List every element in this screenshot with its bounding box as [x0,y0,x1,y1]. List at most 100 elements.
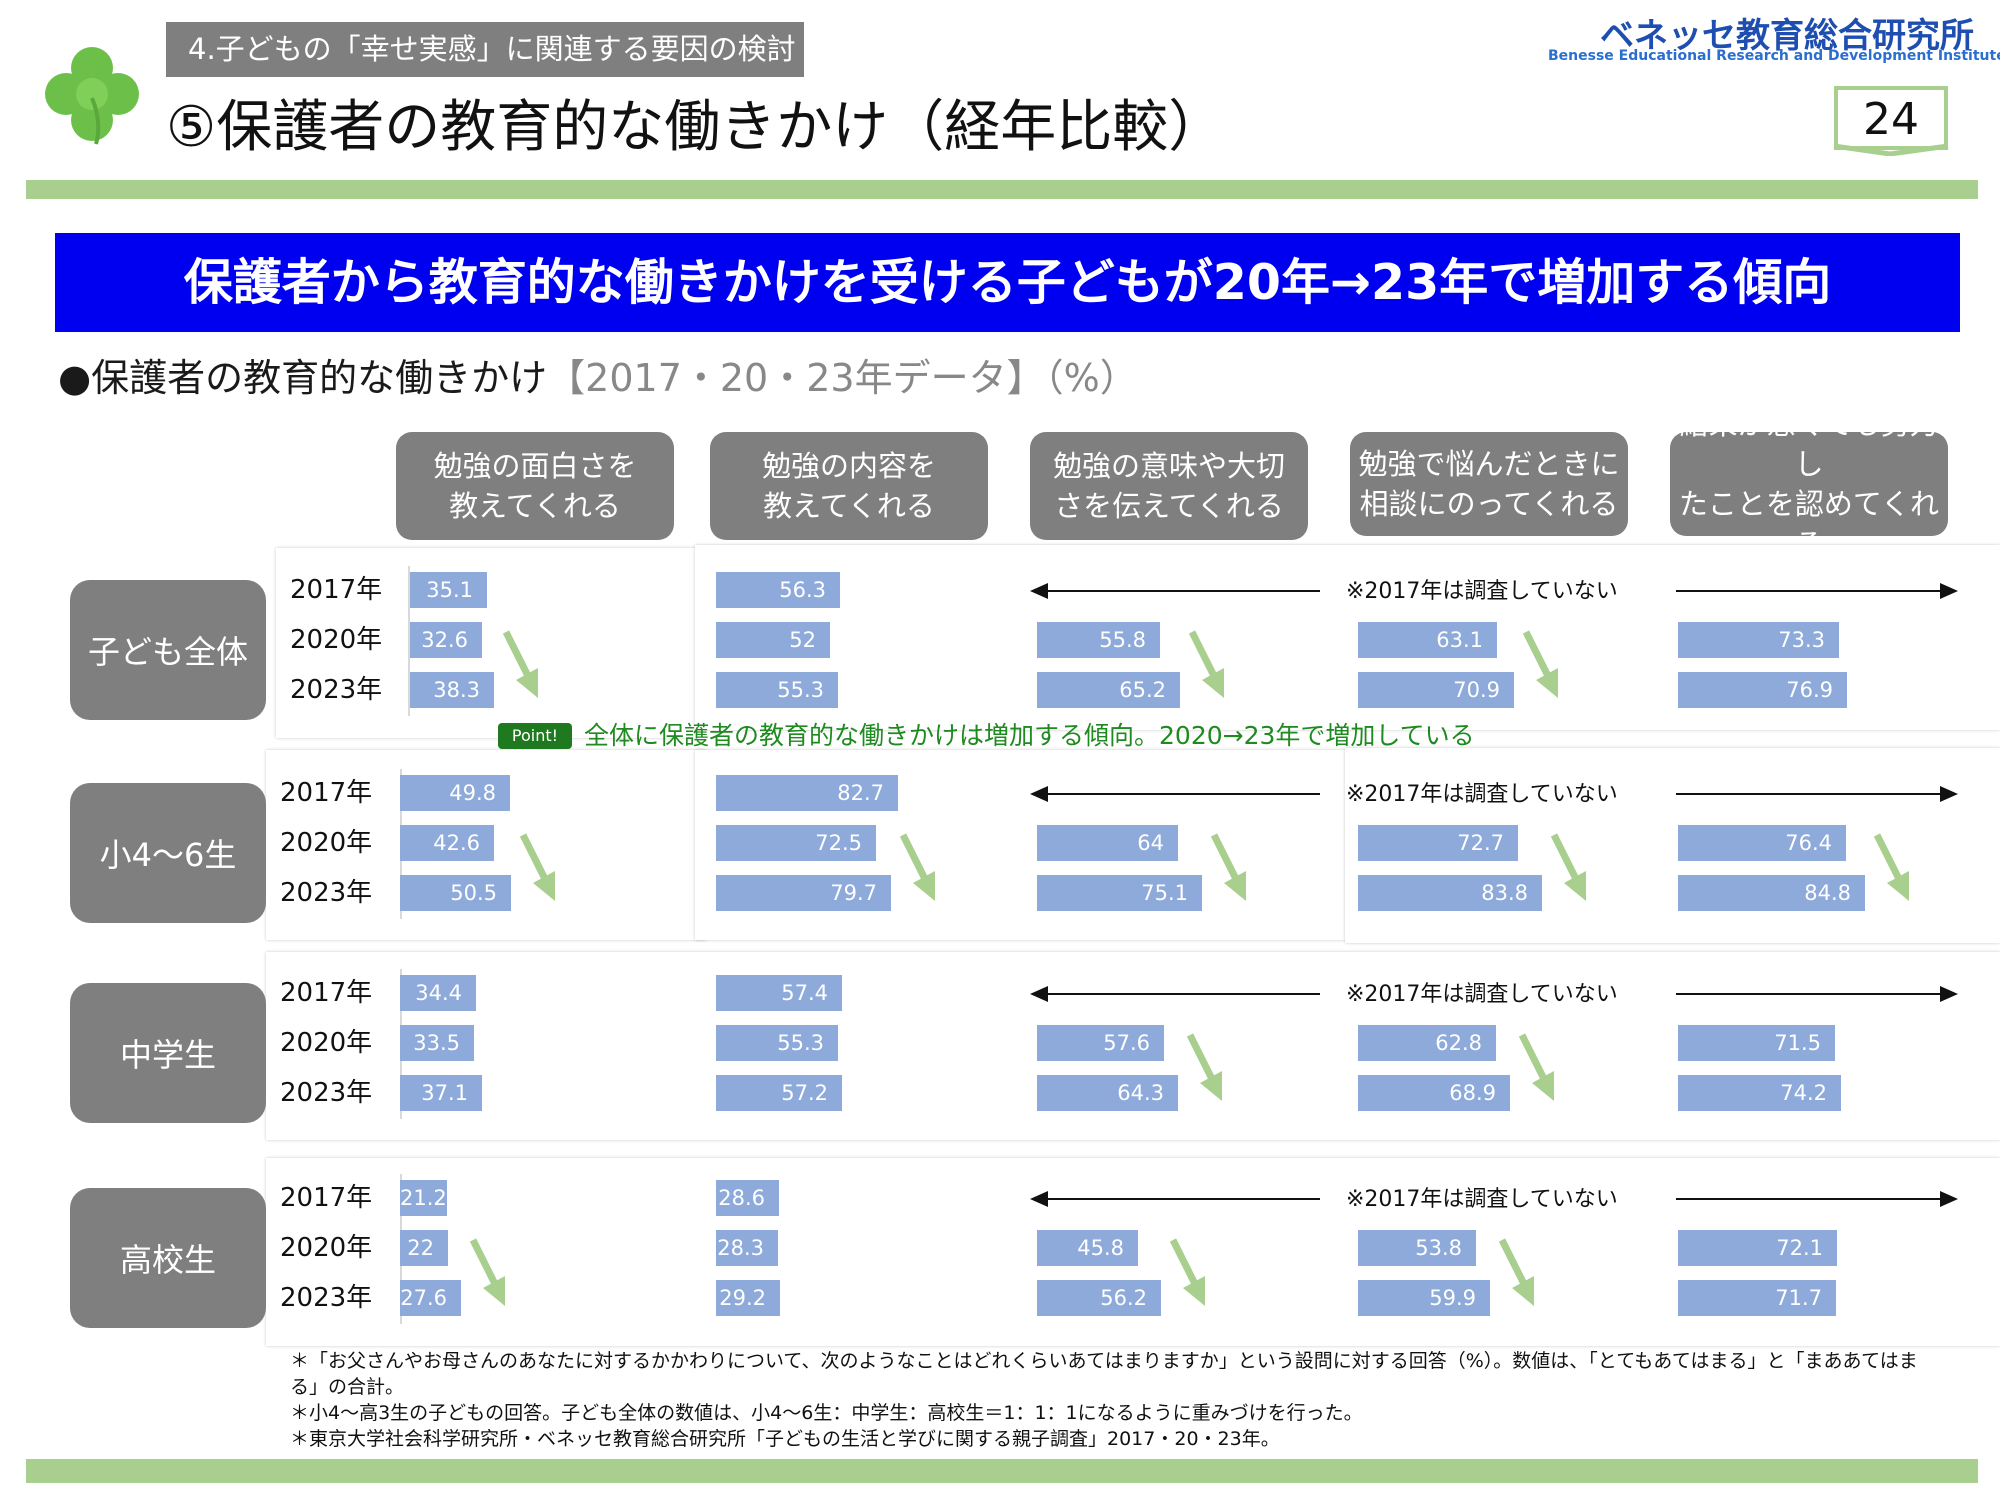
span-arrow-line-right [1676,1198,1950,1200]
year-label: 2020年 [280,1028,373,1058]
bar-value-label: 83.8 [1481,881,1528,905]
year-label: 2017年 [280,1183,373,1213]
bar [716,1280,780,1316]
bar-value-label: 56.2 [1100,1286,1147,1310]
bar-value-label: 28.3 [717,1236,764,1260]
axis-line [408,566,410,716]
trend-arrow-icon [519,833,555,901]
bar [1037,1280,1161,1316]
trend-arrow-icon [1188,630,1224,698]
year-label: 2020年 [290,625,383,655]
bar-value-label: 76.4 [1785,831,1832,855]
bar [400,825,494,861]
bar [716,825,876,861]
bar [400,975,476,1011]
chart-title: ●保護者の教育的な働きかけ【2017・20・23年データ】（%） [58,352,1138,404]
bar-value-label: 57.6 [1103,1031,1150,1055]
bar [1037,622,1160,658]
bar-value-label: 56.3 [779,578,826,602]
column-header-2: 勉強の内容を 教えてくれる [710,432,988,540]
bar [1358,1025,1496,1061]
headline-banner: 保護者から教育的な働きかけを受ける子どもが20年→23年で増加する傾向 [55,233,1960,332]
bar [1678,875,1865,911]
column-header-4: 勉強で悩んだときに 相談にのってくれる [1350,432,1628,536]
bar-value-label: 73.3 [1778,628,1825,652]
footer-divider [26,1459,1978,1483]
bar-value-label: 32.6 [421,628,468,652]
bar [1037,672,1180,708]
bar [1678,672,1847,708]
bar-value-label: 35.1 [426,578,473,602]
bar-value-label: 55.8 [1099,628,1146,652]
book-page-icon [1833,86,1949,156]
footnote-2: ＊小4〜高3生の子どもの回答。子ども全体の数値は、小4〜6生：中学生：高校生＝1… [290,1402,1363,1424]
bar [716,975,842,1011]
year-label: 2020年 [280,1233,373,1263]
bar [410,672,494,708]
span-arrow-line-left [1040,993,1320,995]
header-divider [26,180,1978,199]
clover-logo-icon [45,47,139,145]
bar [400,1075,482,1111]
bar [1678,825,1846,861]
bar [1037,1230,1138,1266]
year-label: 2023年 [280,878,373,908]
bar-value-label: 75.1 [1141,881,1188,905]
group-label: 高校生 [70,1188,266,1328]
bar-value-label: 28.6 [718,1186,765,1210]
trend-arrow-icon [469,1238,505,1306]
chart-title-sub: 【2017・20・23年データ】（%） [547,356,1138,400]
bar-value-label: 49.8 [449,781,496,805]
arrow-right-icon [1940,1191,1958,1207]
point-badge: Point! [498,723,572,749]
bar [1678,1075,1841,1111]
footnote-3: ＊東京大学社会科学研究所・ベネッセ教育総合研究所「子どもの生活と学びに関する親子… [290,1428,1280,1450]
year-label: 2017年 [280,778,373,808]
column-header-3: 勉強の意味や大切 さを伝えてくれる [1030,432,1308,540]
trend-arrow-icon [1186,1033,1222,1101]
bar [1358,672,1514,708]
arrow-left-icon [1030,1191,1048,1207]
trend-arrow-icon [1550,833,1586,901]
column-header-line: 勉強の意味や大切 [1052,449,1285,483]
bar [1037,1025,1164,1061]
trend-arrow-icon [899,833,935,901]
bar-value-label: 70.9 [1453,678,1500,702]
footnote-1-cont: る」の合計。 [290,1376,405,1398]
bar [410,622,482,658]
brand-logo-en: Benesse Educational Research and Develop… [1548,48,2000,64]
bar-value-label: 84.8 [1804,881,1851,905]
page-title: ⑤保護者の教育的な働きかけ（経年比較） [166,95,1225,160]
bar-value-label: 57.4 [781,981,828,1005]
bar-value-label: 50.5 [450,881,497,905]
bar-value-label: 37.1 [421,1081,468,1105]
trend-arrow-icon [1873,833,1909,901]
bar [1037,875,1202,911]
column-header-line: 結果が悪くても努力し [1679,407,1939,481]
span-arrow-line-right [1676,590,1950,592]
arrow-right-icon [1940,986,1958,1002]
page-number: 24 [1863,94,1919,145]
column-header-line: さを伝えてくれる [1054,489,1284,523]
year-label: 2017年 [290,575,383,605]
bar [1037,1075,1178,1111]
not-surveyed-note: ※2017年は調査していない [1346,579,1618,604]
bar-value-label: 52 [789,628,816,652]
bar-value-label: 33.5 [413,1031,460,1055]
trend-arrow-icon [1522,630,1558,698]
bar [400,875,511,911]
bar-value-label: 72.7 [1457,831,1504,855]
chart-title-main: ●保護者の教育的な働きかけ [58,356,548,400]
breadcrumb: 4.子どもの「幸せ実感」に関連する要因の検討 [166,22,804,77]
arrow-left-icon [1030,583,1048,599]
column-header-line: 勉強で悩んだときに [1358,447,1620,481]
bar-value-label: 74.2 [1780,1081,1827,1105]
bar [716,1075,842,1111]
trend-arrow-icon [1210,833,1246,901]
bar-value-label: 72.5 [815,831,862,855]
bar [716,672,838,708]
column-header-line: 勉強の内容を [761,449,936,483]
group-label: 中学生 [70,983,266,1123]
year-label: 2017年 [280,978,373,1008]
bar [1358,1280,1490,1316]
